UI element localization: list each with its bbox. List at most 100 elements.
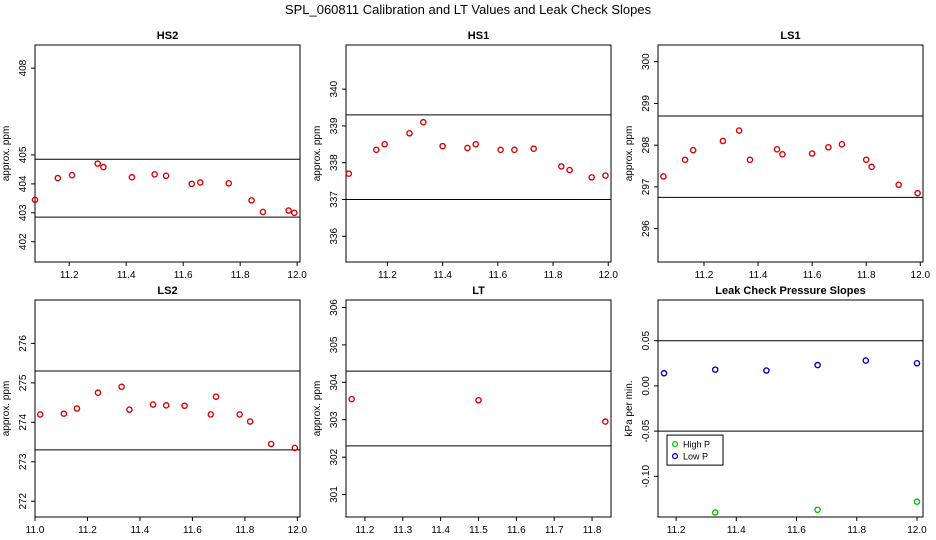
- y-tick-label: -0.05: [641, 419, 652, 442]
- data-point: [464, 144, 471, 152]
- data-point: [381, 141, 388, 148]
- x-tick-label: 12.0: [911, 270, 931, 281]
- data-point: [895, 181, 902, 189]
- legend-marker: [671, 441, 679, 448]
- x-tick-label: 11.8: [544, 270, 563, 281]
- y-tick-label: 298: [641, 136, 652, 153]
- x-tick-label: 11.6: [174, 270, 193, 281]
- x-tick-label: 12.0: [288, 525, 308, 536]
- y-axis-label: kPa per min.: [624, 380, 635, 436]
- data-point: [236, 411, 243, 418]
- data-point: [602, 172, 609, 179]
- data-point: [373, 146, 380, 154]
- x-tick-label: 12.0: [287, 270, 307, 281]
- data-point: [838, 141, 846, 148]
- data-point: [181, 402, 188, 410]
- data-point: [285, 207, 292, 214]
- data-point: [497, 146, 504, 154]
- data-point: [660, 369, 668, 377]
- y-axis-label: approx. ppm: [624, 126, 635, 182]
- data-point: [188, 180, 196, 188]
- x-tick-label: 11.4: [727, 525, 746, 536]
- legend-box: [666, 434, 724, 466]
- x-tick-label: 11.2: [695, 270, 714, 281]
- data-point: [406, 129, 413, 137]
- y-tick-label: 338: [329, 154, 340, 171]
- data-point: [162, 172, 170, 180]
- data-point: [60, 410, 68, 417]
- x-tick-label: 11.3: [393, 525, 412, 536]
- x-tick-label: 11.4: [131, 525, 150, 536]
- data-point: [196, 179, 204, 186]
- y-tick-label: 275: [18, 374, 29, 391]
- data-point: [54, 174, 62, 182]
- y-tick-label: 296: [641, 220, 652, 237]
- data-point: [862, 357, 870, 364]
- x-tick-label: 11.6: [803, 270, 822, 281]
- data-point: [913, 498, 921, 505]
- y-tick-label: 276: [18, 335, 29, 352]
- x-tick-label: 11.6: [787, 525, 806, 536]
- chart-title: HS2: [157, 30, 178, 42]
- data-point: [94, 389, 102, 397]
- x-tick-label: 11.2: [356, 525, 375, 536]
- y-tick-label: 272: [18, 492, 29, 509]
- chart-title: LS2: [157, 285, 177, 297]
- x-tick-label: 11.6: [507, 525, 526, 536]
- y-tick-label: 0.00: [641, 376, 652, 396]
- data-point: [31, 196, 39, 204]
- data-point: [345, 170, 353, 178]
- data-point: [472, 141, 480, 148]
- data-point: [149, 401, 157, 408]
- y-tick-label: 300: [641, 53, 652, 70]
- data-point: [763, 367, 770, 374]
- data-point: [259, 208, 267, 216]
- data-point: [814, 361, 821, 369]
- figure-title: SPL_060811 Calibration and LT Values and…: [285, 2, 652, 17]
- x-tick-label: 11.8: [583, 525, 602, 536]
- data-point: [126, 406, 133, 413]
- data-point: [660, 173, 667, 180]
- chart-panel-2: LS1 approx. ppm 11.2 11.4 11.6 11.8 12.0 296 297…: [624, 30, 930, 281]
- x-tick-label: 11.7: [545, 525, 564, 536]
- data-point: [825, 143, 832, 151]
- data-point: [868, 163, 875, 171]
- plot-frame: [657, 299, 924, 518]
- plot-frame: [657, 44, 924, 263]
- y-tick-label: 0.05: [641, 331, 652, 351]
- legend-marker: [671, 453, 679, 460]
- data-point: [719, 137, 727, 145]
- y-tick-label: 403: [18, 204, 29, 221]
- data-point: [68, 171, 76, 179]
- data-point: [36, 411, 44, 418]
- chart-panel-0: HS2 approx. ppm 11.2 11.4 11.6 11.8 12.0 402 403…: [1, 30, 307, 281]
- chart-panel-4: LT approx. ppm 11.2 11.3 11.4 11.5 11.6 11.7 11.…: [312, 285, 612, 536]
- data-point: [439, 142, 446, 150]
- y-tick-label: 301: [329, 486, 340, 503]
- data-point: [773, 146, 781, 153]
- y-tick-label: 339: [329, 117, 340, 134]
- legend-label: Low P: [683, 452, 708, 462]
- y-tick-label: 337: [329, 191, 340, 208]
- data-point: [100, 163, 107, 171]
- x-tick-label: 11.4: [117, 270, 136, 281]
- y-tick-label: 273: [18, 453, 29, 470]
- y-tick-label: 404: [18, 175, 29, 192]
- data-point: [681, 156, 689, 164]
- x-tick-label: 11.8: [236, 525, 255, 536]
- data-point: [602, 418, 609, 425]
- x-tick-label: 11.4: [749, 270, 768, 281]
- data-point: [94, 160, 101, 167]
- data-point: [207, 411, 215, 418]
- y-tick-label: 303: [329, 411, 340, 428]
- x-tick-label: 11.6: [183, 525, 202, 536]
- y-tick-label: 274: [18, 414, 29, 431]
- y-axis-label: approx. ppm: [312, 381, 323, 437]
- y-tick-label: 405: [18, 146, 29, 163]
- plot-frame: [345, 44, 612, 263]
- x-tick-label: 11.4: [433, 270, 452, 281]
- y-tick-label: 304: [329, 374, 340, 391]
- data-point: [711, 366, 719, 373]
- data-point: [711, 509, 719, 516]
